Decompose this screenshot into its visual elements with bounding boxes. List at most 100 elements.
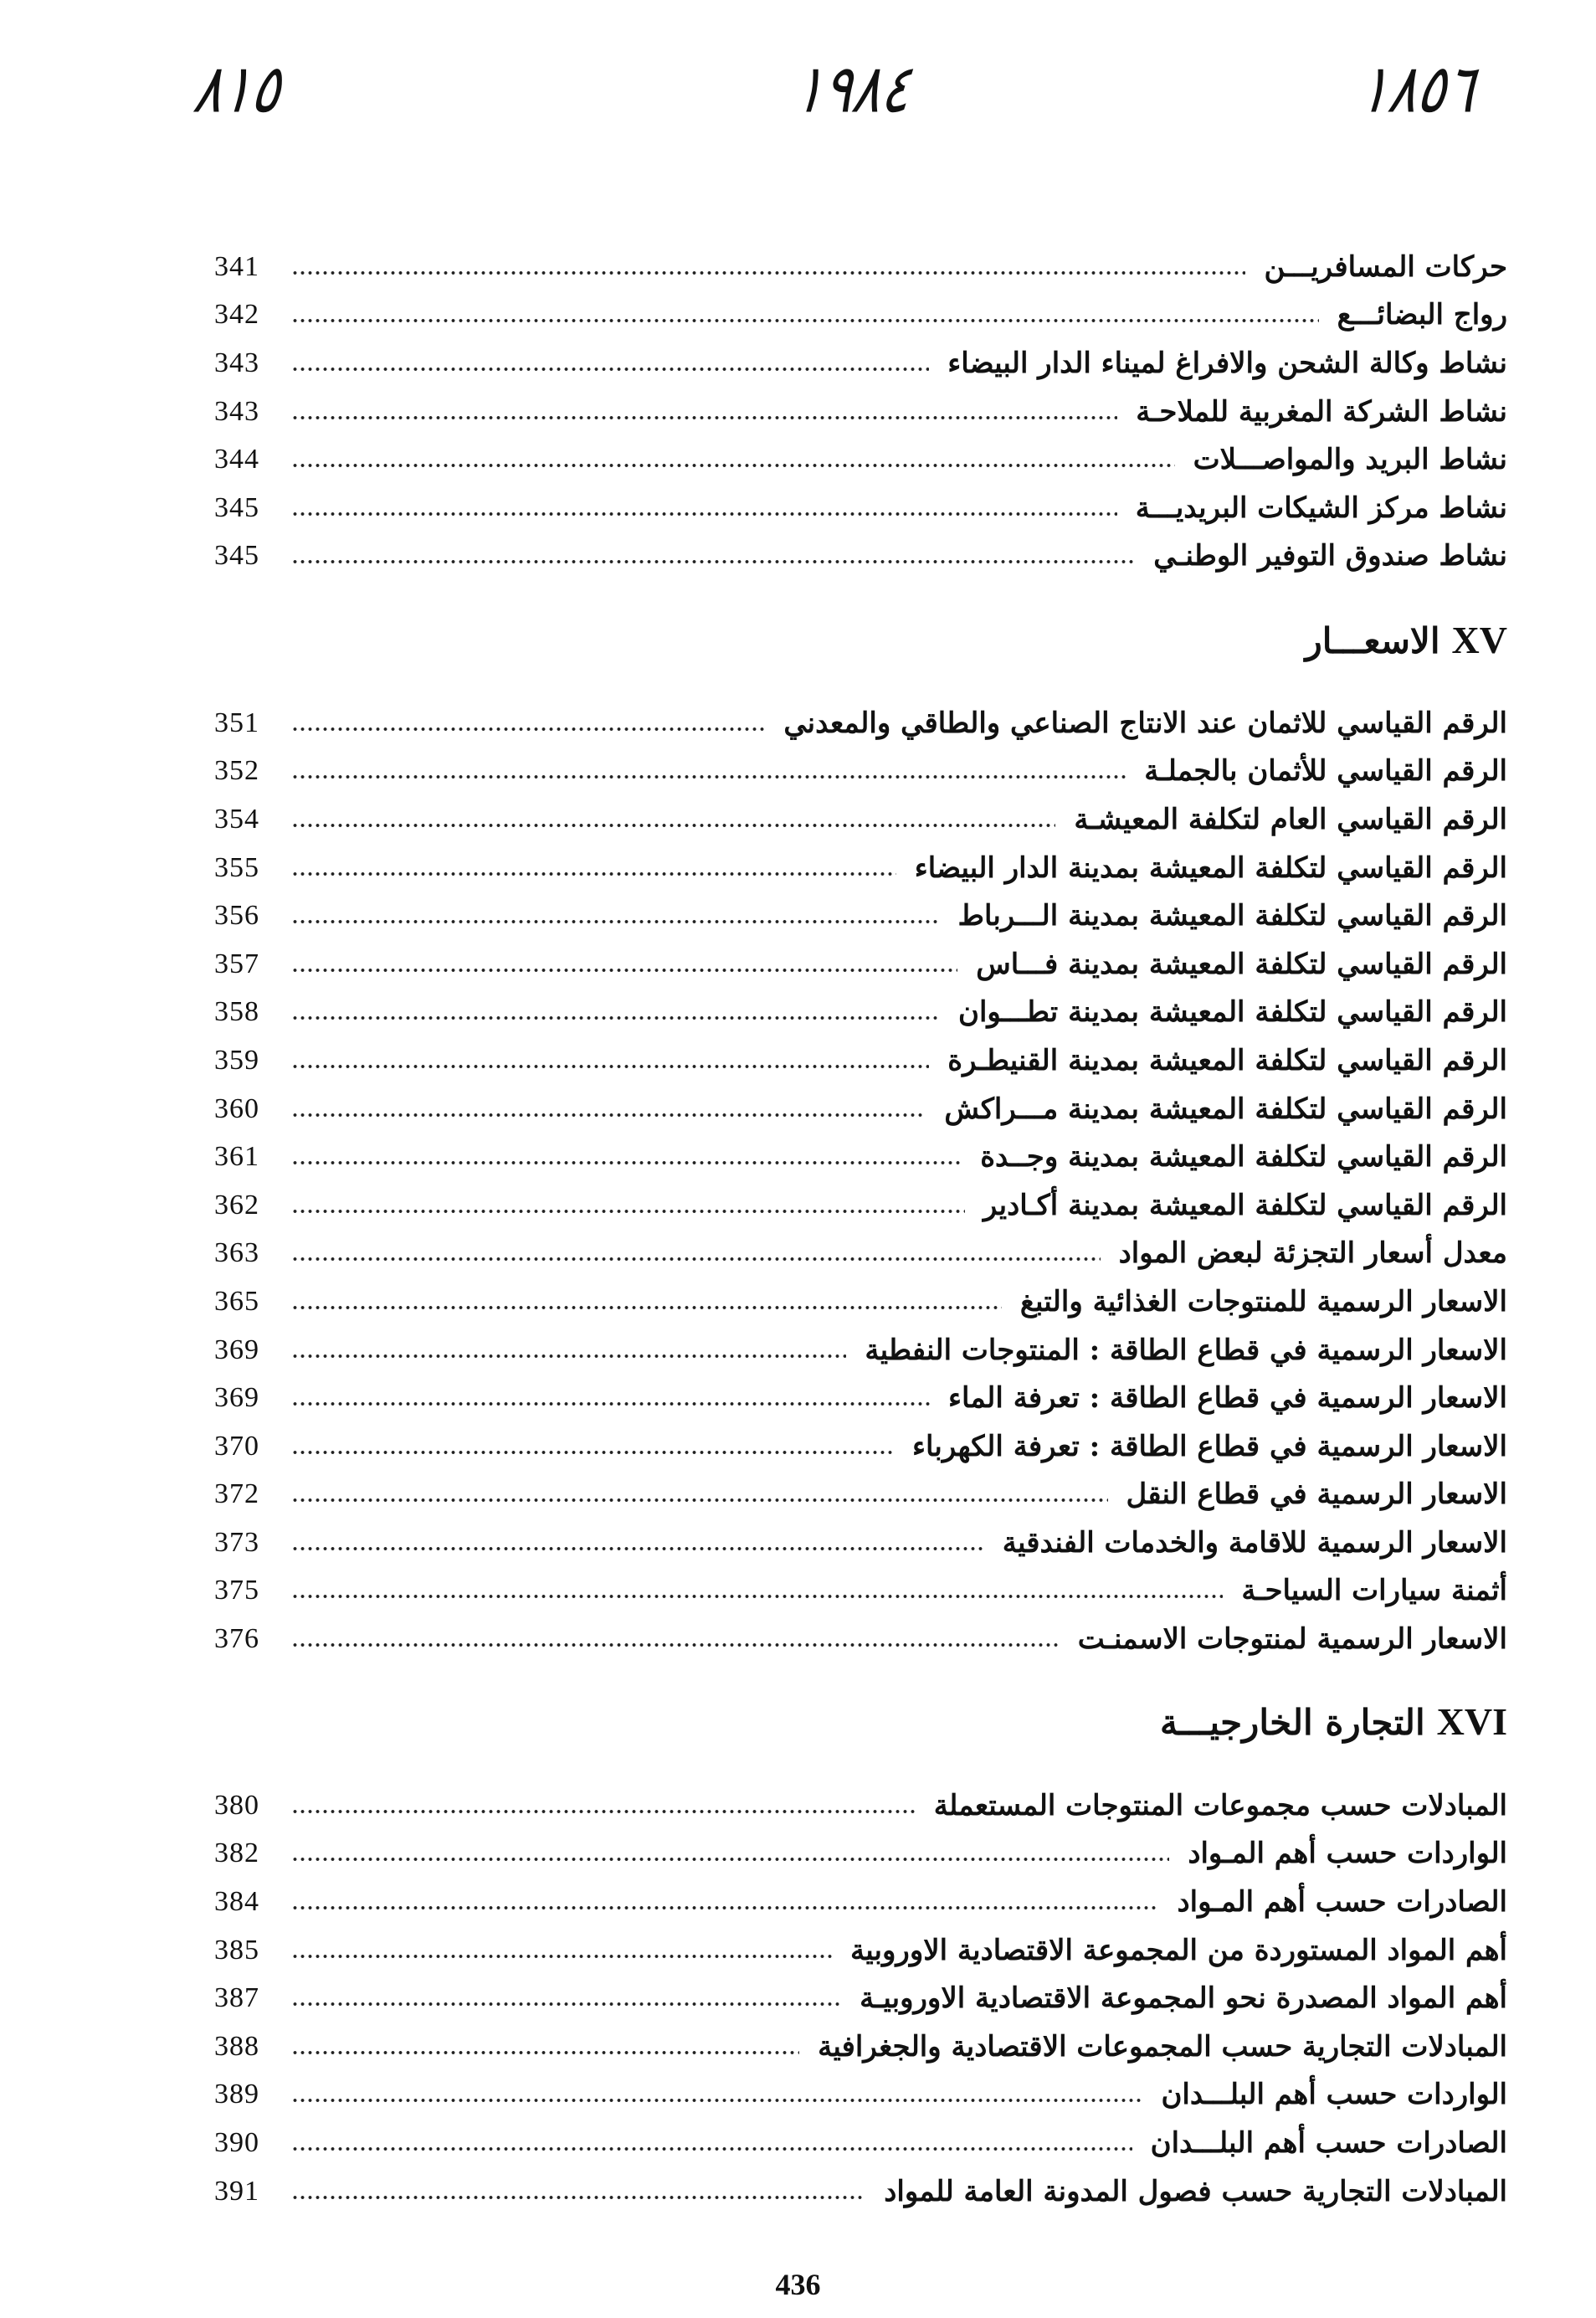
toc-entry-title: الصادرات حسب أهم البلـــدان — [1150, 2125, 1507, 2160]
toc-entry: الرقم القياسي لتكلفة المعيشة بمدينة وجــ… — [214, 1133, 1507, 1181]
dot-leader — [291, 1951, 833, 1961]
toc-entry-page: 372 — [214, 1478, 259, 1510]
dot-leader — [291, 1807, 916, 1816]
toc-entry-page: 362 — [214, 1189, 259, 1221]
toc-entry: رواج البضائـــع 342 — [214, 291, 1507, 340]
toc-entry-page: 391 — [214, 2175, 259, 2207]
toc-entry-title: المبادلات التجارية حسب المجموعات الاقتصا… — [818, 2029, 1507, 2064]
toc-entry: الصادرات حسب أهم المـواد 384 — [214, 1878, 1507, 1926]
toc-entry-page: 356 — [214, 900, 259, 932]
toc-entry-page: 387 — [214, 1982, 259, 2014]
dot-leader — [291, 917, 940, 927]
toc-entry-page: 370 — [214, 1430, 259, 1462]
toc-entry: الاسعار الرسمية في قطاع الطاقة : تعرفة ا… — [214, 1374, 1507, 1422]
toc-entry-title: الاسعار الرسمية في قطاع النقل — [1126, 1478, 1507, 1512]
toc-entry: أهم المواد المصدرة نحو المجموعة الاقتصاد… — [214, 1974, 1507, 2022]
toc-entry: الرقم القياسي لتكلفة المعيشة بمدينة فـــ… — [214, 940, 1507, 989]
dot-leader — [291, 1592, 1224, 1601]
toc-entry-title: المبادلات التجارية حسب فصول المدونة العا… — [884, 2174, 1507, 2208]
toc-entry-title: أهم المواد المستوردة من المجموعة الاقتصا… — [850, 1933, 1507, 1967]
toc-entry-page: 389 — [214, 2079, 259, 2110]
toc-entry-title: الرقم القياسي العام لتكلفة المعيشـة — [1074, 802, 1507, 836]
toc-entry-title: الاسعار الرسمية لمنتوجات الاسمنـت — [1077, 1622, 1507, 1657]
dot-leader — [291, 1255, 1101, 1264]
handwritten-note-right: ١٨٥٦ — [1355, 50, 1480, 129]
toc-entry-page: 375 — [214, 1575, 259, 1606]
toc-entry-page: 376 — [214, 1623, 259, 1655]
toc-entry-title: المبادلات حسب مجموعات المنتوجات المستعمل… — [933, 1788, 1507, 1822]
toc-entry-title: الواردات حسب أهم البلـــدان — [1161, 2078, 1507, 2112]
toc-entry-title: الاسعار الرسمية للاقامة والخدمات الفندقي… — [1002, 1525, 1507, 1560]
dot-leader — [291, 558, 1136, 567]
toc-entry-page: 365 — [214, 1285, 259, 1317]
toc-entry-page: 358 — [214, 996, 259, 1028]
toc-entry: الرقم القياسي لتكلفة المعيشة بمدينة القن… — [214, 1036, 1507, 1085]
dot-leader — [291, 1061, 930, 1071]
section-title: الاسعـــار — [1305, 620, 1440, 661]
dot-leader — [291, 2144, 1132, 2153]
toc-entry: الرقم القياسي العام لتكلفة المعيشـة 354 — [214, 795, 1507, 844]
toc-entry-page: 342 — [214, 299, 259, 331]
toc-entry: الرقم القياسي للأثمان بالجملـة 352 — [214, 748, 1507, 796]
toc-entry-page: 384 — [214, 1885, 259, 1917]
toc-entry: الرقم القياسي لتكلفة المعيشة بمدينة الــ… — [214, 892, 1507, 940]
toc-entry: الرقم القياسي لتكلفة المعيشة بمدينة مـــ… — [214, 1085, 1507, 1133]
dot-leader — [291, 1206, 965, 1216]
dot-leader — [291, 1351, 847, 1360]
toc-entry-page: 345 — [214, 491, 259, 523]
toc-entry-page: 354 — [214, 803, 259, 835]
toc-entry-page: 351 — [214, 707, 259, 738]
toc-entry-title: نشاط البريد والمواصـــلات — [1193, 443, 1507, 477]
dot-leader — [291, 316, 1319, 326]
dot-leader — [291, 2192, 866, 2202]
toc-entry-title: نشاط مركز الشيكات البريديـــة — [1135, 491, 1507, 525]
dot-leader — [291, 413, 1118, 422]
toc-entry: نشاط مركز الشيكات البريديـــة 345 — [214, 484, 1507, 532]
toc-entry-page: 345 — [214, 540, 259, 572]
toc-entry: المبادلات حسب مجموعات المنتوجات المستعمل… — [214, 1781, 1507, 1830]
toc-entry: الصادرات حسب أهم البلـــدان 390 — [214, 2119, 1507, 2167]
dot-leader — [291, 1159, 962, 1168]
section-numeral: XVI — [1436, 1700, 1507, 1743]
dot-leader — [291, 509, 1117, 518]
dot-leader — [291, 773, 1126, 782]
dot-leader — [291, 965, 958, 974]
toc-entry-page: 373 — [214, 1526, 259, 1558]
dot-leader — [291, 1496, 1108, 1505]
toc-entry: الرقم القياسي لتكلفة المعيشة بمدينة أكـا… — [214, 1181, 1507, 1230]
handwritten-note-left: ٨١٥ — [189, 50, 285, 129]
toc-entry: نشاط البريد والمواصـــلات 344 — [214, 435, 1507, 484]
toc-entry-page: 352 — [214, 755, 259, 787]
toc-entry: الاسعار الرسمية لمنتوجات الاسمنـت 376 — [214, 1615, 1507, 1663]
dot-leader — [291, 1641, 1060, 1650]
toc-entry-title: الرقم القياسي للأثمان بالجملـة — [1144, 754, 1507, 789]
toc-entry: الاسعار الرسمية للمنتوجات الغذائية والتب… — [214, 1277, 1507, 1326]
dot-leader — [291, 1400, 931, 1409]
toc-entry-title: الاسعار الرسمية للمنتوجات الغذائية والتب… — [1019, 1284, 1507, 1318]
toc-entry-page: 344 — [214, 444, 259, 475]
toc-entry-page: 360 — [214, 1092, 259, 1124]
section-numeral: XV — [1451, 619, 1507, 661]
toc-entry-page: 355 — [214, 851, 259, 883]
toc-entry-title: الرقم القياسي لتكلفة المعيشة بمدينة تطــ… — [958, 995, 1507, 1030]
toc-entry-title: نشاط وكالة الشحن والافراغ لميناء الدار ا… — [947, 346, 1507, 380]
toc-entry: نشاط وكالة الشحن والافراغ لميناء الدار ا… — [214, 339, 1507, 388]
toc-entry-title: الواردات حسب أهم المـواد — [1188, 1837, 1507, 1871]
toc-entry: المبادلات التجارية حسب المجموعات الاقتصا… — [214, 2022, 1507, 2071]
toc-entry: أثمنة سيارات السياحـة 375 — [214, 1567, 1507, 1616]
toc-entry: الرقم القياسي لتكلفة المعيشة بمدينة الدا… — [214, 844, 1507, 892]
dot-leader — [291, 1544, 984, 1553]
toc-entry-title: الرقم القياسي لتكلفة المعيشة بمدينة مـــ… — [944, 1092, 1507, 1126]
toc-entry-title: معدل أسعار التجزئة لبعض المواد — [1118, 1236, 1507, 1271]
toc-entry: نشاط صندوق التوفير الوطنـي 345 — [214, 532, 1507, 581]
dot-leader — [291, 461, 1175, 470]
toc-entry-title: نشاط الشركة المغربية للملاحـة — [1136, 394, 1507, 429]
toc-entry-page: 388 — [214, 2030, 259, 2062]
toc-entry: الواردات حسب أهم البلـــدان 389 — [214, 2071, 1507, 2120]
toc-entry: أهم المواد المستوردة من المجموعة الاقتصا… — [214, 1926, 1507, 1975]
toc-entry-page: 382 — [214, 1837, 259, 1869]
toc-entry: الرقم القياسي لتكلفة المعيشة بمدينة تطــ… — [214, 989, 1507, 1037]
toc-entry-title: الاسعار الرسمية في قطاع الطاقة : تعرفة ا… — [948, 1381, 1507, 1416]
toc-entry-title: الاسعار الرسمية في قطاع الطاقة : تعرفة ا… — [912, 1429, 1507, 1463]
dot-leader — [291, 2096, 1143, 2105]
